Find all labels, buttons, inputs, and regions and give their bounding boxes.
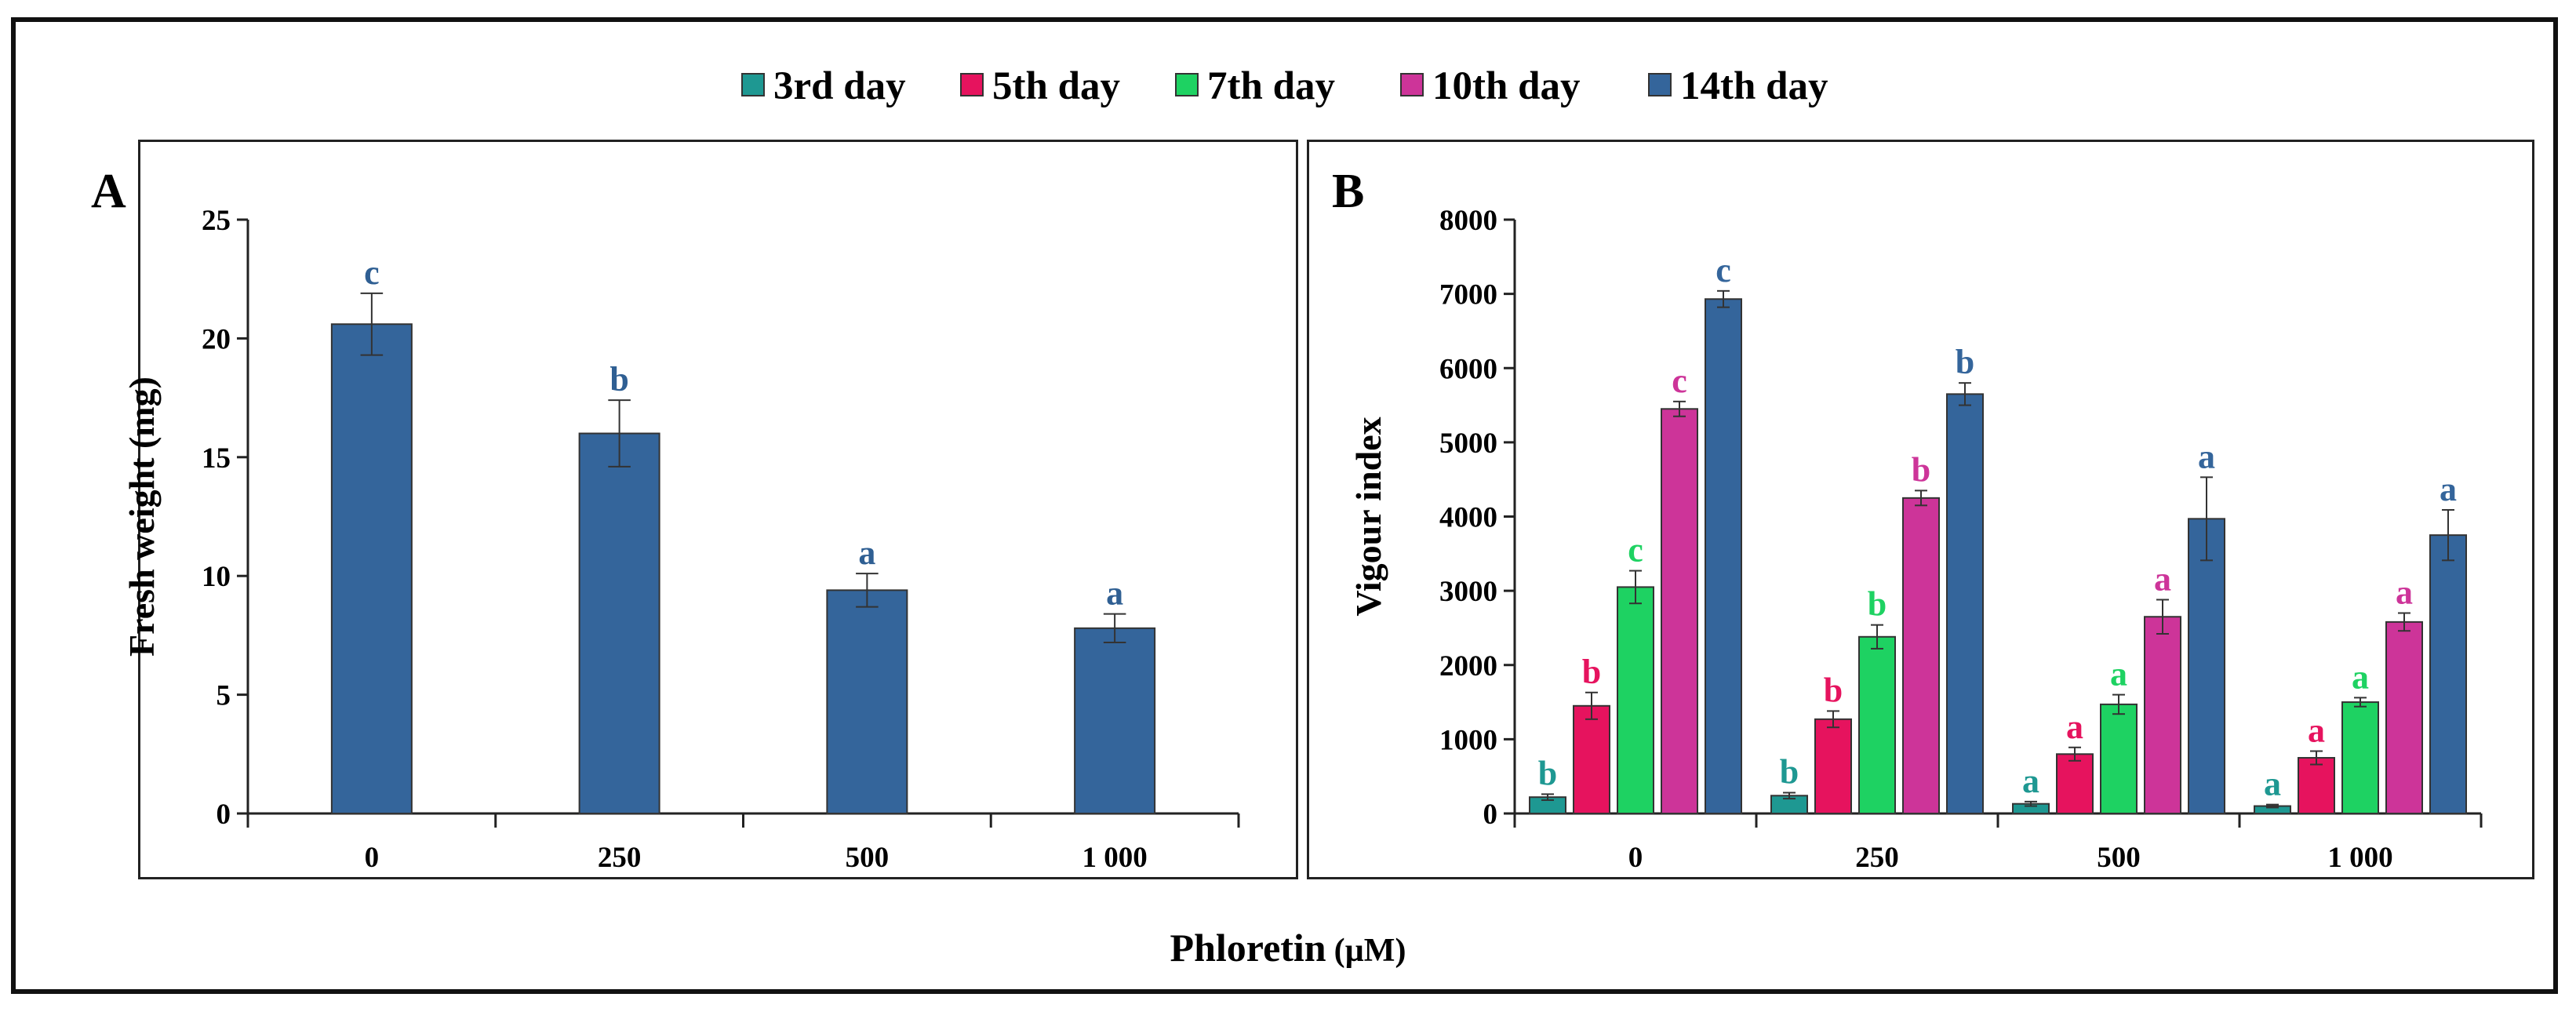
panel-a-250-bar <box>578 432 660 815</box>
panel-a-y-tick-label: 0 <box>216 799 231 831</box>
x-axis-title-unit: (µM) <box>1334 933 1406 969</box>
panel-b-250-7th-day-bar <box>1858 635 1896 814</box>
panel-b-x-tick-label: 0 <box>1628 842 1643 874</box>
panel-b-1-000-3rd-day-significance-letter: a <box>2264 765 2281 803</box>
panel-a-x-tick-label: 1 000 <box>1082 842 1148 874</box>
x-axis-title-main: Phloretin <box>1170 926 1326 970</box>
panel-b-500-14th-day-significance-letter: a <box>2198 437 2215 475</box>
panel-a-y-tick-label: 10 <box>202 561 231 593</box>
panel-b-1-000-10th-day-bar <box>2385 620 2423 814</box>
panel-b-500-5th-day-bar <box>2056 753 2094 814</box>
panel-b-0-10th-day-significance-letter: c <box>1672 362 1687 400</box>
panel-b-x-tick-label: 500 <box>2097 842 2141 874</box>
panel-b-x-tick-label: 1 000 <box>2327 842 2392 874</box>
panel-b-500-10th-day-significance-letter: a <box>2154 559 2171 598</box>
panel-b-500-3rd-day-significance-letter: a <box>2022 762 2039 800</box>
panel-b-500-5th-day-significance-letter: a <box>2066 708 2083 746</box>
panel-a-y-tick-label: 25 <box>202 205 231 237</box>
x-axis-title: Phloretin (µM) <box>1170 926 1406 970</box>
panel-b-250-10th-day-significance-letter: b <box>1912 450 1930 489</box>
legend-swatch-5th-day <box>960 73 984 96</box>
legend: 3rd day 5th day 7th day 10th day 14th day <box>741 64 1828 108</box>
panel-b-1-000-5th-day-significance-letter: a <box>2308 711 2325 750</box>
panel-b-250-14th-day-significance-letter: b <box>1956 343 1974 381</box>
panel-b-frame <box>1307 140 2534 879</box>
panel-b-y-tick-label: 0 <box>1483 799 1498 831</box>
panel-b-1-000-14th-day-bar <box>2429 534 2467 814</box>
panel-b-500-14th-day-bar <box>2188 518 2225 814</box>
panel-b-500-10th-day-bar <box>2144 616 2181 815</box>
panel-b-y-tick-label: 8000 <box>1439 205 1497 237</box>
panel-b-y-axis-title: Vigour index <box>1348 417 1388 616</box>
panel-b-250-10th-day-bar <box>1902 497 1940 814</box>
legend-swatch-14th-day <box>1648 73 1672 96</box>
panel-b-0-7th-day-bar <box>1617 586 1654 814</box>
panel-a-1-000-significance-letter: a <box>1106 574 1123 613</box>
panel-b-0-7th-day-significance-letter: c <box>1628 531 1643 570</box>
panel-b-label: B <box>1332 165 1364 218</box>
panel-b-y-tick-label: 6000 <box>1439 353 1497 385</box>
panel-a-y-tick-label: 15 <box>202 442 231 475</box>
panel-a-y-tick-label: 5 <box>216 680 231 712</box>
panel-b-0-14th-day-significance-letter: c <box>1716 251 1731 289</box>
panel-a-x-tick-label: 0 <box>365 842 380 874</box>
legend-label-14th-day: 14th day <box>1680 64 1828 108</box>
panel-b-y-tick-label: 1000 <box>1439 724 1497 756</box>
panel-a-frame <box>138 140 1298 879</box>
panel-b-x-tick-label: 250 <box>1855 842 1899 874</box>
panel-b-250-3rd-day-significance-letter: b <box>1780 753 1799 792</box>
panel-b-y-tick-label: 7000 <box>1439 279 1497 311</box>
panel-a-x-tick-label: 250 <box>598 842 642 874</box>
panel-b-1-000-7th-day-significance-letter: a <box>2352 657 2369 696</box>
panel-b-0-5th-day-significance-letter: b <box>1582 653 1601 691</box>
panel-b-0-3rd-day-significance-letter: b <box>1538 754 1557 792</box>
legend-label-10th-day: 10th day <box>1432 64 1580 108</box>
panel-b-y-tick-label: 2000 <box>1439 650 1497 682</box>
panel-b-500-7th-day-bar <box>2100 703 2138 814</box>
panel-a-y-axis-title: Fresh weight (mg) <box>122 377 162 657</box>
legend-swatch-3rd-day <box>741 73 765 96</box>
panel-a-0-bar <box>330 323 413 814</box>
panel-b-chart: B 0 1000 2000 3000 4000 5000 6000 7000 8000 0 250 5… <box>1332 165 2483 874</box>
panel-b-0-10th-day-bar <box>1661 408 1698 814</box>
panel-b-250-14th-day-bar <box>1946 393 1984 814</box>
panel-b-1-000-14th-day-significance-letter: a <box>2440 470 2457 508</box>
panel-b-0-14th-day-bar <box>1705 298 1742 814</box>
panel-b-250-5th-day-bar <box>1814 718 1852 814</box>
panel-a-x-tick-label: 500 <box>846 842 890 874</box>
panel-b-1-000-10th-day-significance-letter: a <box>2396 573 2413 612</box>
panel-b-500-7th-day-significance-letter: a <box>2110 655 2127 693</box>
panel-b-0-5th-day-bar <box>1573 704 1610 815</box>
panel-b-1-000-5th-day-bar <box>2298 757 2335 814</box>
panel-b-250-7th-day-significance-letter: b <box>1868 585 1887 624</box>
legend-label-5th-day: 5th day <box>992 64 1120 108</box>
legend-label-3rd-day: 3rd day <box>773 64 906 108</box>
panel-a-500-significance-letter: a <box>858 533 875 572</box>
panel-b-1-000-7th-day-bar <box>2341 701 2379 814</box>
panel-a-0-significance-letter: c <box>364 253 380 292</box>
panel-b-y-tick-label: 4000 <box>1439 502 1497 534</box>
panel-a-label: A <box>91 165 126 218</box>
legend-swatch-10th-day <box>1400 73 1424 96</box>
panel-a-500-bar <box>826 589 908 814</box>
figure-frame <box>11 17 2558 994</box>
legend-label-7th-day: 7th day <box>1207 64 1335 108</box>
panel-b-y-tick-label: 3000 <box>1439 576 1497 608</box>
panel-a-y-tick-label: 20 <box>202 323 231 355</box>
panel-a-1-000-bar <box>1074 627 1156 814</box>
panel-b-y-tick-label: 5000 <box>1439 428 1497 460</box>
panel-a-250-significance-letter: b <box>609 360 628 399</box>
panel-b-250-5th-day-significance-letter: b <box>1824 671 1843 709</box>
legend-swatch-7th-day <box>1175 73 1199 96</box>
